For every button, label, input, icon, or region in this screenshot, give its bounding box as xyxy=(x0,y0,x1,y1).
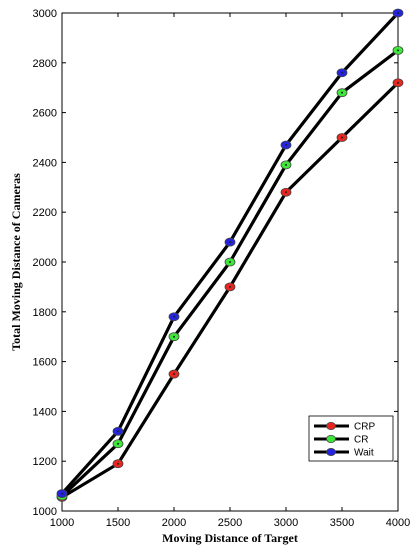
data-point-dot-crp xyxy=(397,81,399,84)
legend: CRP CR Wait xyxy=(308,415,394,462)
legend-marker-cr xyxy=(326,434,336,443)
x-tick-label: 3000 xyxy=(274,517,298,529)
x-tick-label: 2500 xyxy=(218,517,242,529)
y-tick-label: 3000 xyxy=(33,8,57,20)
data-point-dot-wait xyxy=(285,143,287,146)
legend-label-cr: CR xyxy=(354,435,368,446)
axis-ticks: 1000 1500 2000 2500 3000 3500 4000 1000 1200 1400… xyxy=(33,8,411,529)
data-point-dot-cr xyxy=(173,335,175,338)
data-point-dot-cr xyxy=(229,261,231,263)
x-axis-title: Moving Distance of Target xyxy=(162,531,298,545)
data-point-dot-wait xyxy=(173,315,175,318)
y-tick-label: 2800 xyxy=(33,58,57,70)
data-point-dot-crp xyxy=(117,462,119,465)
y-tick-label: 1600 xyxy=(33,357,57,369)
x-tick-label: 2000 xyxy=(162,517,186,529)
legend-label-crp: CRP xyxy=(354,422,375,433)
data-point-dot-cr xyxy=(285,163,287,166)
data-point-dot-wait xyxy=(397,12,399,14)
y-tick-label: 1400 xyxy=(33,406,57,418)
y-tick-label: 2200 xyxy=(33,207,57,219)
x-tick-label: 1500 xyxy=(106,517,130,529)
y-tick-label: 2600 xyxy=(33,108,57,120)
x-tick-label: 3500 xyxy=(330,517,354,529)
data-point-dot-crp xyxy=(229,285,231,288)
data-point-dot-crp xyxy=(341,136,343,139)
y-tick-label: 2000 xyxy=(33,257,57,269)
data-point-dot-wait xyxy=(229,241,231,244)
x-tick-label: 1000 xyxy=(50,517,74,529)
data-point-dot-wait xyxy=(61,492,63,495)
y-tick-label: 1200 xyxy=(33,456,57,468)
data-point-dot-wait xyxy=(341,71,343,74)
data-point-dot-crp xyxy=(173,373,175,376)
y-tick-label: 1800 xyxy=(33,307,57,319)
y-axis-title: Total Moving Distance of Cameras xyxy=(9,173,23,351)
x-tick-label: 4000 xyxy=(386,517,410,529)
data-point-dot-cr xyxy=(397,49,399,52)
y-tick-label: 2400 xyxy=(33,157,57,169)
legend-marker-wait xyxy=(326,447,336,456)
legend-marker-crp xyxy=(326,421,336,430)
data-point-dot-cr xyxy=(341,91,343,94)
series-markers xyxy=(56,8,404,502)
data-point-dot-wait xyxy=(117,430,119,433)
data-point-dot-cr xyxy=(117,442,119,445)
legend-label-wait: Wait xyxy=(354,448,374,459)
y-tick-label: 1000 xyxy=(33,506,57,518)
data-point-dot-crp xyxy=(285,191,287,194)
